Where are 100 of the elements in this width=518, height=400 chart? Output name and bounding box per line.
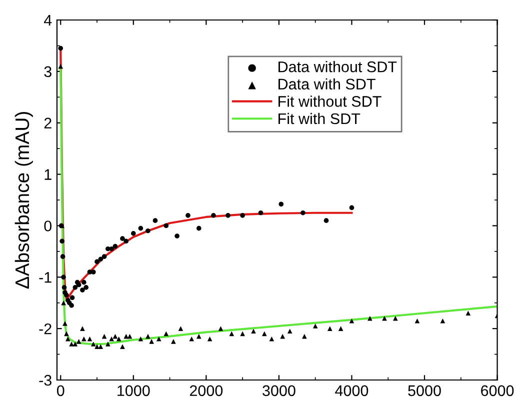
- point: [90, 342, 96, 346]
- point: [258, 210, 264, 216]
- point: [72, 285, 78, 290]
- point: [349, 205, 354, 210]
- point: [327, 326, 332, 331]
- point: [196, 334, 202, 339]
- point: [94, 259, 100, 264]
- y-tick-label: 3: [44, 66, 52, 78]
- point: [130, 231, 136, 236]
- point: [58, 46, 64, 51]
- point: [278, 202, 284, 207]
- x-tick-label: 5000: [408, 385, 441, 396]
- point: [62, 285, 67, 290]
- point: [62, 321, 68, 326]
- point: [440, 318, 446, 324]
- point: [60, 254, 66, 259]
- point: [269, 336, 274, 342]
- point: [69, 303, 74, 308]
- point: [112, 244, 118, 249]
- point: [156, 336, 162, 342]
- point: [80, 288, 85, 292]
- point: [72, 342, 78, 346]
- point: [87, 336, 92, 342]
- legend-label: Data without SDT: [278, 61, 397, 72]
- legend-label: Fit without SDT: [278, 96, 382, 107]
- point: [287, 328, 292, 334]
- point: [174, 234, 180, 238]
- point: [120, 236, 125, 241]
- point: [98, 344, 104, 349]
- point: [124, 334, 129, 339]
- point: [76, 282, 82, 288]
- legend-label: Fit with SDT: [278, 112, 360, 124]
- point: [207, 336, 212, 342]
- point: [61, 274, 66, 280]
- point: [60, 238, 64, 244]
- point: [262, 331, 267, 336]
- point: [70, 295, 75, 300]
- point: [349, 318, 354, 324]
- point: [226, 213, 230, 218]
- y-tick-label: -2: [39, 323, 52, 334]
- point: [178, 326, 184, 331]
- x-tick-label: 4000: [335, 385, 368, 396]
- point: [65, 336, 70, 342]
- x-tick-label: 6000: [481, 385, 514, 396]
- y-tick-label: 4: [44, 15, 52, 26]
- point: [240, 213, 245, 218]
- point: [102, 254, 107, 259]
- point: [229, 331, 234, 336]
- x-tick-label: 0: [56, 385, 64, 396]
- point: [338, 326, 344, 331]
- point: [302, 334, 307, 339]
- point: [324, 218, 329, 223]
- y-tick-label: 0: [44, 220, 52, 232]
- point: [414, 318, 420, 324]
- point: [61, 300, 66, 306]
- point: [146, 228, 150, 234]
- point: [58, 64, 64, 69]
- point: [211, 213, 216, 218]
- point: [186, 213, 190, 218]
- point: [392, 316, 398, 321]
- legend-label: Data with SDT: [278, 78, 376, 90]
- point: [109, 336, 114, 342]
- point: [80, 326, 85, 331]
- x-tick-label: 2000: [190, 385, 223, 396]
- point: [251, 328, 256, 334]
- point: [76, 339, 82, 344]
- point: [94, 344, 100, 349]
- point: [368, 316, 372, 321]
- point: [240, 331, 245, 336]
- point: [82, 280, 86, 285]
- point: [124, 238, 129, 244]
- point: [106, 342, 110, 346]
- point: [64, 292, 69, 298]
- y-axis-title: ΔAbsorbance (mAU): [14, 112, 33, 289]
- point: [138, 336, 144, 342]
- point: [64, 331, 69, 336]
- point: [164, 223, 169, 228]
- point: [149, 339, 154, 344]
- point: [466, 310, 471, 316]
- x-tick-label: 3000: [262, 385, 296, 396]
- y-tick-label: -3: [39, 374, 52, 386]
- point: [109, 246, 114, 252]
- point: [69, 342, 74, 346]
- x-tick-label: 1000: [118, 385, 150, 396]
- point: [120, 344, 125, 349]
- point: [152, 218, 158, 223]
- point: [196, 226, 202, 231]
- point: [189, 336, 194, 342]
- point: [171, 339, 176, 344]
- y-tick-label: -1: [39, 272, 52, 283]
- point: [218, 326, 224, 331]
- point: [312, 324, 318, 328]
- point: [164, 331, 169, 336]
- point: [300, 210, 306, 216]
- y-tick-label: 2: [44, 118, 52, 128]
- point: [138, 226, 144, 231]
- point: [98, 256, 104, 262]
- point: [280, 334, 285, 339]
- point: [84, 285, 88, 290]
- point: [82, 336, 86, 342]
